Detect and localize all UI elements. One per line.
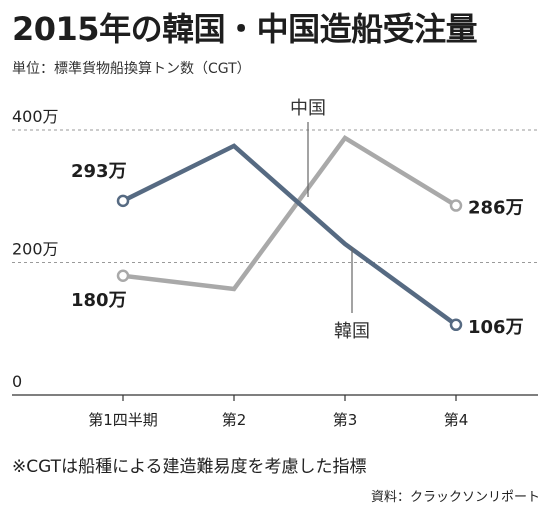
series-lines	[116, 134, 463, 332]
series-line-korea	[120, 143, 459, 328]
data-point-korea	[449, 318, 463, 332]
y-tick-label-200: 200万	[12, 240, 59, 259]
data-point-korea	[116, 194, 130, 208]
y-tick-label-400: 400万	[12, 107, 59, 126]
data-label-china-q4: 286万	[468, 198, 524, 219]
data-label-china-q1: 180万	[71, 290, 127, 311]
x-tick-label: 第2	[222, 411, 247, 429]
x-tick-label: 第4	[444, 411, 469, 429]
data-label-korea-q1: 293万	[71, 161, 127, 182]
series-line-china	[120, 134, 459, 292]
y-tick-label-0: 0	[12, 372, 22, 391]
data-point-china	[449, 199, 463, 212]
footnote: ※CGTは船種による建造難易度を考慮した指標	[12, 457, 367, 477]
x-tick-label: 第3	[333, 411, 358, 429]
data-point-china	[116, 269, 130, 282]
series-name-china: 中国	[290, 98, 326, 119]
chart-subtitle: 単位：標準貨物船換算トン数（CGT）	[12, 61, 251, 77]
data-label-korea-q4: 106万	[468, 317, 524, 338]
chart-title: 2015年の韓国・中国造船受注量	[12, 10, 478, 48]
x-tick-label: 第1四半期	[88, 411, 158, 429]
gridlines	[12, 129, 538, 263]
series-name-korea: 韓国	[334, 321, 370, 342]
source-note: 資料：クラックソンリポート	[370, 490, 540, 505]
